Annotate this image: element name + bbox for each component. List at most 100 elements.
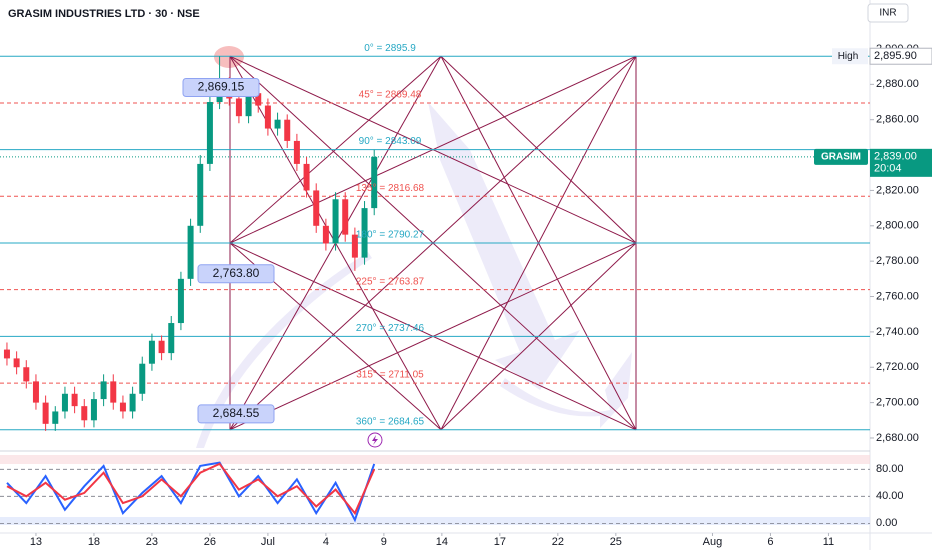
candle-body bbox=[351, 234, 358, 258]
oversold-band bbox=[0, 517, 870, 525]
y-tick-label: 2,680.00 bbox=[876, 432, 919, 444]
x-tick-label: 11 bbox=[823, 536, 834, 548]
callout-label: 2,684.55 bbox=[213, 406, 260, 420]
level-label: 135° = 2816.68 bbox=[356, 183, 425, 194]
candle-body bbox=[110, 381, 117, 403]
osc-line bbox=[6, 462, 376, 516]
level-label: 90° = 2843.09 bbox=[359, 136, 422, 147]
candle-body bbox=[235, 98, 242, 117]
x-tick-label: Jul bbox=[261, 536, 275, 548]
callout-label: 2,763.80 bbox=[213, 266, 260, 280]
candle-body bbox=[303, 163, 310, 191]
level-label: 315° = 2711.05 bbox=[356, 370, 424, 381]
osc-tick-label: 40.00 bbox=[876, 490, 904, 502]
projection-arrow bbox=[428, 102, 580, 390]
overbought-band bbox=[0, 455, 870, 464]
y-tick-label: 2,700.00 bbox=[876, 397, 919, 409]
y-tick-label: 2,740.00 bbox=[876, 326, 919, 338]
candle-body bbox=[100, 381, 107, 400]
x-tick-label: 13 bbox=[30, 536, 42, 548]
level-label: 0° = 2895.9 bbox=[364, 43, 416, 54]
candle-body bbox=[313, 190, 320, 226]
last-price: 2,839.00 bbox=[874, 151, 917, 163]
x-tick-label: 25 bbox=[610, 536, 622, 548]
level-label: 225° = 2763.87 bbox=[356, 276, 425, 287]
osc-tick-label: 80.00 bbox=[876, 463, 904, 475]
y-tick-label: 2,760.00 bbox=[876, 290, 919, 302]
level-label: 360° = 2684.65 bbox=[356, 416, 425, 427]
candle-body bbox=[129, 393, 136, 412]
candle-body bbox=[61, 393, 68, 412]
x-tick-label: 22 bbox=[552, 536, 564, 548]
candle-body bbox=[42, 402, 49, 424]
candle-body bbox=[293, 140, 300, 164]
x-tick-label: 18 bbox=[88, 536, 100, 548]
x-tick-label: 9 bbox=[381, 536, 387, 548]
x-tick-label: Aug bbox=[703, 536, 723, 548]
high-tag: High bbox=[838, 51, 859, 62]
chart-title: GRASIM INDUSTRIES LTD · 30 · NSE bbox=[8, 8, 200, 20]
countdown: 20:04 bbox=[874, 163, 902, 175]
callout-box bbox=[182, 78, 260, 98]
x-tick-label: 23 bbox=[146, 536, 158, 548]
candle-body bbox=[119, 402, 126, 412]
callout-box bbox=[197, 404, 275, 424]
candle-body bbox=[206, 102, 213, 164]
candle-body bbox=[322, 225, 329, 244]
x-tick-label: 26 bbox=[204, 536, 216, 548]
price-pane: 2,869.15 2,763.80 2,684.55 bbox=[0, 55, 870, 431]
candle-body bbox=[71, 393, 78, 407]
candle-body bbox=[371, 156, 378, 209]
candle-body bbox=[284, 119, 291, 141]
candle-body bbox=[148, 340, 155, 364]
x-tick-label: 6 bbox=[767, 536, 773, 548]
y-tick-label: 2,820.00 bbox=[876, 184, 919, 196]
symbol-tag: GRASIM bbox=[821, 151, 861, 162]
callout-label: 2,869.15 bbox=[198, 80, 245, 94]
y-tick-label: 2,800.00 bbox=[876, 220, 919, 232]
candle-body bbox=[90, 399, 97, 421]
projection-arrow-2 bbox=[500, 352, 632, 428]
level-label: 180° = 2790.27 bbox=[356, 230, 425, 241]
candle-body bbox=[342, 199, 349, 235]
candle-body bbox=[264, 105, 271, 129]
high-tag-box bbox=[832, 48, 868, 65]
callout-box bbox=[197, 264, 275, 284]
candle-body bbox=[81, 406, 88, 421]
candle-body bbox=[52, 411, 59, 424]
osc-tick-label: 0.00 bbox=[876, 517, 897, 529]
candle-body bbox=[177, 278, 184, 324]
candle-body bbox=[197, 163, 204, 226]
last-price-box bbox=[870, 148, 932, 177]
candle-body bbox=[139, 363, 146, 394]
y-tick-label: 2,880.00 bbox=[876, 78, 919, 90]
candle-body bbox=[13, 358, 20, 368]
x-tick-label: 4 bbox=[323, 536, 329, 548]
y-tick-label: 2,860.00 bbox=[876, 114, 919, 126]
candle-body bbox=[168, 323, 175, 354]
candle-body bbox=[255, 93, 262, 106]
candle-body bbox=[32, 381, 39, 403]
x-tick-label: 17 bbox=[494, 536, 506, 548]
currency[interactable]: INR bbox=[879, 8, 896, 19]
candle-body bbox=[187, 225, 194, 279]
high-value: 2,895.90 bbox=[874, 50, 917, 62]
x-tick-label: 14 bbox=[436, 536, 448, 548]
y-tick-label: 2,720.00 bbox=[876, 361, 919, 373]
currency-box[interactable] bbox=[867, 3, 909, 23]
symbol-box bbox=[814, 148, 868, 165]
high-value-box bbox=[869, 47, 932, 65]
event-bolt bbox=[372, 435, 378, 445]
candle-body bbox=[23, 367, 30, 382]
candle-body bbox=[158, 340, 165, 354]
candle-body bbox=[361, 208, 368, 258]
candle-body bbox=[3, 349, 10, 359]
candle-body bbox=[274, 119, 281, 129]
candle-body bbox=[332, 199, 339, 244]
level-label: 270° = 2737.46 bbox=[356, 323, 425, 334]
level-label: 45° = 2869.48 bbox=[359, 90, 422, 101]
candle-body bbox=[245, 93, 252, 117]
